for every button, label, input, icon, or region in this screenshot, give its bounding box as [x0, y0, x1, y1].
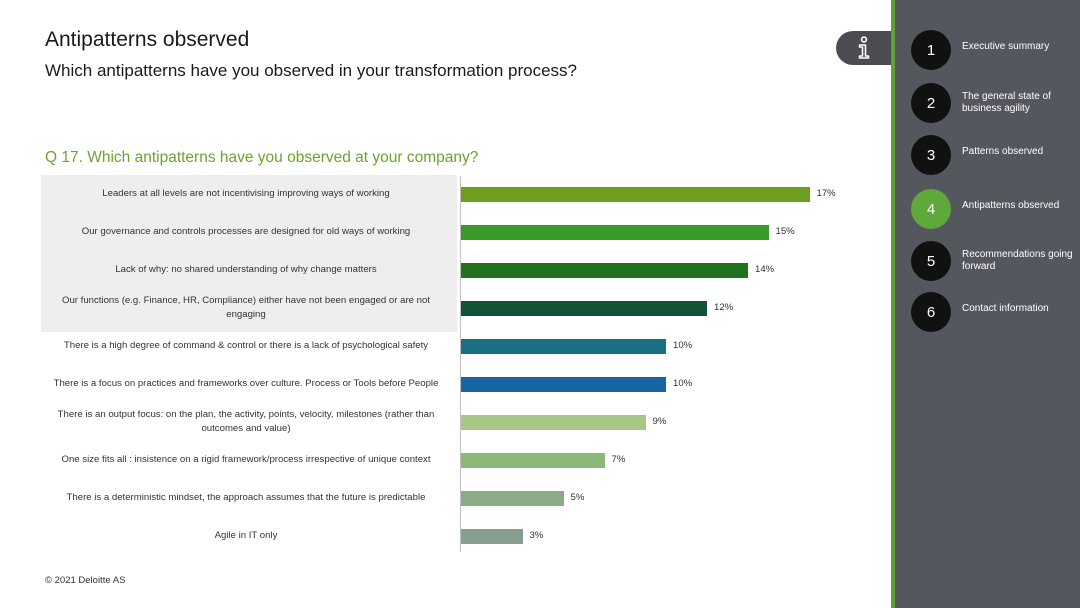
sidebar-item-4[interactable]: 4 Antipatterns observed — [911, 189, 1076, 233]
bar — [461, 300, 707, 316]
nav-number-circle: 3 — [911, 135, 951, 175]
chart-axis — [460, 176, 461, 552]
sidebar-item-label: Patterns observed — [962, 146, 1044, 157]
bar — [461, 414, 646, 430]
bar — [461, 490, 564, 506]
nav-number-circle: 1 — [911, 30, 951, 70]
highlight-background — [41, 175, 457, 332]
page-subtitle: Which antipatterns have you observed in … — [45, 61, 577, 80]
sidebar-item-label: The general state of business agility — [962, 91, 1051, 114]
bar-label: There is a focus on practices and framew… — [53, 378, 439, 389]
bar-label: Our governance and controls processes ar… — [81, 226, 411, 237]
sidebar-item-label: Contact information — [962, 303, 1049, 314]
bar-value-label: 7% — [611, 454, 626, 465]
sidebar-item-2[interactable]: 2 The general state of business agility — [911, 83, 1076, 127]
bar-value-label: 12% — [714, 302, 734, 313]
copyright: © 2021 Deloitte AS — [45, 575, 126, 586]
bar-label: There is an output focus: on the plan, t… — [57, 409, 435, 434]
bar-value-label: 5% — [570, 492, 585, 503]
page-title: Antipatterns observed — [45, 28, 250, 51]
bar — [461, 528, 523, 544]
bar-label: Agile in IT only — [214, 530, 278, 541]
question-heading: Q 17. Which antipatterns have you observ… — [45, 149, 479, 166]
nav-number-circle: 2 — [911, 83, 951, 123]
sidebar-item-label: Recommendations going forward — [962, 249, 1073, 272]
bar-value-label: 15% — [775, 226, 795, 237]
bar — [461, 376, 666, 392]
bar-value-label: 10% — [673, 340, 693, 351]
info-button[interactable] — [836, 31, 891, 65]
bar-label: Lack of why: no shared understanding of … — [115, 264, 377, 275]
bar-label: One size fits all : insistence on a rigi… — [61, 454, 431, 465]
sidebar-item-5[interactable]: 5 Recommendations going forward — [911, 241, 1076, 285]
bar-value-label: 14% — [755, 264, 775, 275]
bar — [461, 186, 810, 202]
nav-number-circle: 6 — [911, 292, 951, 332]
sidebar-nav: 1 Executive summary 2 The general state of … — [891, 0, 1080, 608]
sidebar-item-label: Antipatterns observed — [962, 200, 1060, 211]
sidebar-item-3[interactable]: 3 Patterns observed — [911, 135, 1076, 179]
bar-label: Leaders at all levels are not incentivis… — [102, 188, 390, 199]
bar-label: Our functions (e.g. Finance, HR, Complia… — [62, 295, 430, 320]
bar — [461, 262, 748, 278]
sidebar-item-label: Executive summary — [962, 41, 1050, 52]
bar — [461, 452, 605, 468]
bar — [461, 338, 666, 354]
info-icon — [858, 36, 869, 59]
bar-value-label: 10% — [673, 378, 693, 389]
sidebar-accent-bar — [891, 0, 895, 608]
bar-label: There is a deterministic mindset, the ap… — [66, 492, 426, 503]
bar-value-label: 17% — [816, 188, 836, 199]
nav-number-circle: 4 — [911, 189, 951, 229]
sidebar-item-6[interactable]: 6 Contact information — [911, 292, 1076, 336]
bar-value-label: 3% — [529, 530, 544, 541]
sidebar-item-1[interactable]: 1 Executive summary — [911, 30, 1076, 74]
nav-number-circle: 5 — [911, 241, 951, 281]
bar — [461, 224, 769, 240]
bar-label: There is a high degree of command & cont… — [63, 340, 429, 351]
bar-value-label: 9% — [652, 416, 667, 427]
